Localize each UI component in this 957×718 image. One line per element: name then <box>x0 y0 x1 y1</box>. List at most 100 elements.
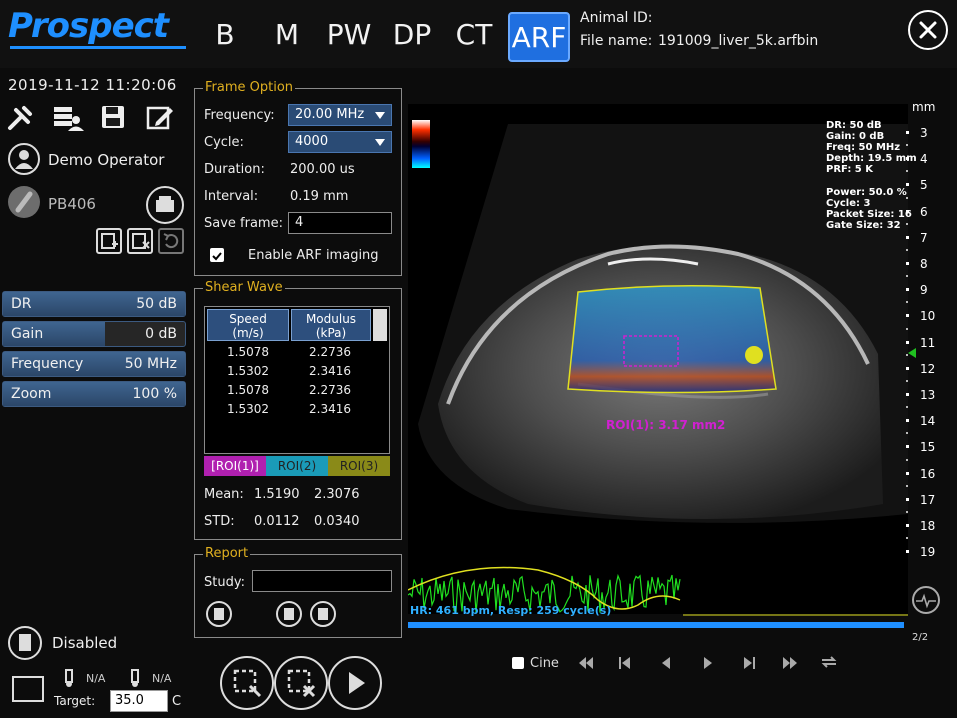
mode-m-button[interactable]: M <box>274 17 300 51</box>
chevron-down-icon <box>375 112 385 119</box>
roi-1-tab[interactable]: [ROI(1)] <box>204 456 266 476</box>
top-bar <box>0 0 957 68</box>
interval-label: Interval: <box>204 189 259 204</box>
frequency-select[interactable]: 20.00 MHz <box>288 104 392 126</box>
depth-minor-tick <box>906 144 908 147</box>
modulus-header-line2: (kPa) <box>315 326 347 340</box>
enable-arf-checkbox[interactable] <box>210 248 224 262</box>
depth-tick <box>906 419 909 423</box>
depth-tick-label: 13 <box>920 388 936 402</box>
disabled-status: Disabled <box>52 634 118 652</box>
shear-wave-panel: Shear Wave <box>194 280 402 540</box>
depth-tick-label: 6 <box>920 204 928 219</box>
play-button[interactable] <box>328 656 382 710</box>
speed-header-line1: Speed <box>229 312 267 326</box>
fast-forward-button[interactable] <box>782 655 798 674</box>
loop-button[interactable] <box>820 654 838 674</box>
mode-pw-button[interactable]: PW <box>326 17 372 51</box>
frame-option-panel: Frame Option <box>194 80 402 276</box>
depth-tick <box>906 340 909 344</box>
mean-label: Mean: <box>204 487 244 502</box>
probe-select-button[interactable] <box>146 186 184 224</box>
info-dr: DR: 50 dB <box>826 120 882 131</box>
tools-icon[interactable] <box>6 104 34 132</box>
ultrasound-image[interactable] <box>408 104 908 614</box>
depth-tick-label: 7 <box>920 230 928 245</box>
cine-progress-bar[interactable] <box>408 622 904 628</box>
close-button[interactable] <box>908 10 948 50</box>
report-add-button[interactable] <box>276 601 302 627</box>
report-title: Report <box>203 546 251 561</box>
add-study-button[interactable] <box>96 228 122 254</box>
monitor-icon[interactable] <box>12 676 44 702</box>
depth-scale: 3 4 5 6 7 8 9 10 11 12 13 14 15 16 17 18 19 <box>904 120 944 560</box>
document-icon <box>19 634 31 651</box>
cycle-select[interactable]: 4000 <box>288 131 392 153</box>
target-input[interactable]: 35.0 <box>110 690 168 712</box>
mode-ct-button[interactable]: CT <box>455 17 493 51</box>
param-zoom[interactable]: Zoom 100 % <box>2 381 186 407</box>
delete-study-button[interactable] <box>127 228 153 254</box>
rewind-button[interactable] <box>578 655 594 674</box>
table-cell: 1.5302 <box>227 364 269 378</box>
depth-tick-label: 4 <box>920 152 928 167</box>
report-delete-button[interactable] <box>310 601 336 627</box>
select-roi-button[interactable] <box>220 656 274 710</box>
param-gain-fill <box>3 322 105 346</box>
depth-tick <box>906 471 909 475</box>
table-scrollbar[interactable] <box>373 309 387 341</box>
undo-button[interactable] <box>158 228 184 254</box>
checkmark-icon <box>212 252 222 261</box>
temp-2-value: N/A <box>152 672 172 685</box>
prev-frame-button[interactable] <box>660 655 672 674</box>
depth-tick <box>906 288 909 292</box>
mode-b-button[interactable]: B <box>215 17 235 51</box>
database-user-icon[interactable] <box>52 104 84 132</box>
undo-icon <box>163 233 179 249</box>
depth-unit: mm <box>912 100 936 114</box>
param-frequency[interactable]: Frequency 50 MHz <box>2 351 186 377</box>
param-gain[interactable]: Gain 0 dB <box>2 321 186 347</box>
depth-tick-label: 12 <box>920 361 936 376</box>
depth-minor-tick <box>906 510 908 513</box>
param-dr[interactable]: DR 50 dB <box>2 291 186 317</box>
mean-speed: 1.5190 <box>254 487 300 502</box>
repeat-icon <box>821 656 837 668</box>
disabled-toggle-button[interactable] <box>8 626 42 660</box>
interval-value: 0.19 mm <box>290 189 349 204</box>
speed-header[interactable]: Speed (m/s) <box>207 309 289 341</box>
first-frame-button[interactable] <box>618 655 632 674</box>
depth-minor-tick <box>906 196 908 199</box>
modulus-header[interactable]: Modulus (kPa) <box>291 309 371 341</box>
report-export-button[interactable] <box>206 601 232 627</box>
next-frame-button[interactable] <box>702 655 714 674</box>
report-panel: Report <box>194 546 402 638</box>
roi-2-tab[interactable]: ROI(2) <box>266 456 328 476</box>
depth-minor-tick <box>906 379 908 382</box>
info-freq: Freq: 50 MHz <box>826 142 901 153</box>
depth-tick-label: 3 <box>920 126 928 140</box>
step-forward-icon <box>704 657 712 669</box>
study-input[interactable] <box>252 570 392 592</box>
save-frame-input[interactable]: 4 <box>288 212 392 234</box>
delete-roi-button[interactable] <box>274 656 328 710</box>
last-frame-button[interactable] <box>742 655 756 674</box>
info-depth: Depth: 19.5 mm <box>826 153 917 164</box>
focus-marker-icon[interactable] <box>908 348 916 358</box>
depth-tick-label: 18 <box>920 519 936 533</box>
mode-arf-button[interactable]: ARF <box>508 12 570 62</box>
shear-wave-table[interactable]: Speed (m/s) Modulus (kPa) 1.5078 2.2736 … <box>204 306 390 454</box>
depth-tick <box>906 550 909 554</box>
physio-toggle-button[interactable] <box>912 586 940 614</box>
cine-checkbox[interactable] <box>512 657 524 669</box>
param-frequency-fill <box>3 352 185 376</box>
shear-wave-title: Shear Wave <box>203 280 285 295</box>
operator-avatar-icon[interactable] <box>8 143 40 175</box>
animal-id-label: Animal ID: <box>580 10 653 26</box>
mode-dp-button[interactable]: DP <box>392 17 432 51</box>
depth-minor-tick <box>906 248 908 251</box>
save-icon[interactable] <box>100 104 128 132</box>
roi-3-tab[interactable]: ROI(3) <box>328 456 390 476</box>
param-zoom-label: Zoom <box>11 386 52 402</box>
edit-icon[interactable] <box>146 104 174 132</box>
